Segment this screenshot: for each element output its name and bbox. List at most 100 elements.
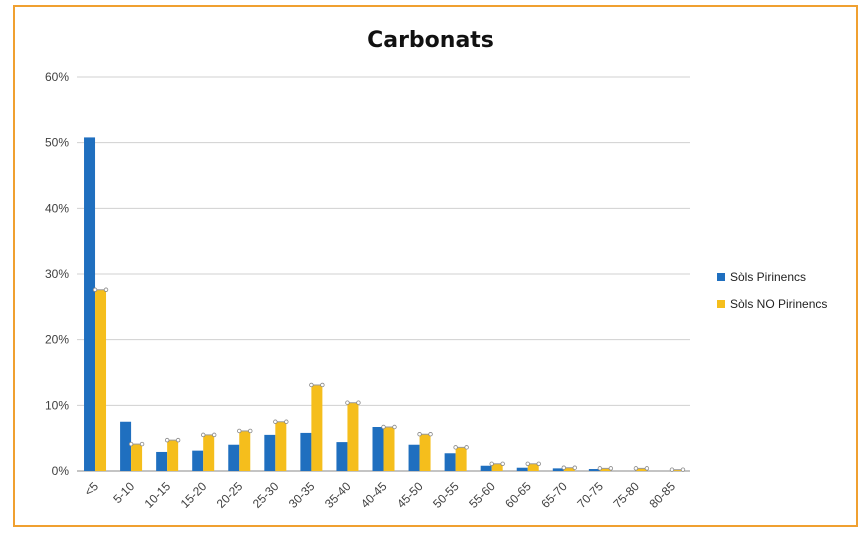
x-tick-label: 45-50 xyxy=(394,479,426,511)
x-tick-label: 70-75 xyxy=(574,479,606,511)
bar-cap-marker xyxy=(392,424,397,430)
y-tick-label: 20% xyxy=(45,333,69,347)
bar-no-pirinencs-11 xyxy=(491,463,503,471)
bar-cap-marker xyxy=(680,467,686,472)
bars xyxy=(84,137,686,472)
bar-no-pirinencs-10 xyxy=(455,447,467,471)
chart-frame xyxy=(13,5,858,527)
legend-swatch xyxy=(717,273,725,281)
bar-no-pirinencs-4 xyxy=(239,430,251,471)
bar-cap-marker xyxy=(103,287,109,292)
bar-cap-marker xyxy=(453,445,458,450)
bar-cap-marker xyxy=(201,432,206,438)
bar-cap-marker xyxy=(464,445,469,450)
bar-cap-marker xyxy=(139,441,145,447)
x-tick-label: <5 xyxy=(82,479,102,499)
bar-cap-marker xyxy=(500,461,505,466)
bar-pirinencs-9 xyxy=(408,444,420,471)
bar-no-pirinencs-12 xyxy=(527,463,539,471)
bar-cap-marker xyxy=(273,419,278,424)
bar-pirinencs-0 xyxy=(84,137,96,471)
bar-pirinencs-10 xyxy=(444,453,456,471)
bar-pirinencs-7 xyxy=(336,442,348,471)
bar-no-pirinencs-1 xyxy=(131,444,143,471)
bar-pirinencs-1 xyxy=(120,421,132,471)
bar-cap-marker xyxy=(572,465,577,470)
bar-cap-marker xyxy=(92,287,98,292)
legend-label: Sòls Pirinencs xyxy=(730,270,806,284)
legend-label: Sòls NO Pirinencs xyxy=(730,297,827,311)
bar-pirinencs-14 xyxy=(588,469,600,471)
bar-cap-marker xyxy=(669,467,675,472)
bar-pirinencs-4 xyxy=(228,444,240,471)
bar-cap-marker xyxy=(536,461,541,466)
bar-pirinencs-12 xyxy=(516,467,528,471)
x-tick-label: 40-45 xyxy=(358,479,390,511)
y-tick-label: 40% xyxy=(45,201,69,215)
x-tick-label: 55-60 xyxy=(466,479,498,511)
bar-cap-marker xyxy=(381,424,386,430)
x-tick-label: 50-55 xyxy=(430,479,462,511)
bar-pirinencs-11 xyxy=(480,465,492,471)
bar-cap-marker xyxy=(164,437,170,443)
x-tick-label: 80-85 xyxy=(646,479,678,511)
bar-no-pirinencs-7 xyxy=(347,402,359,471)
bar-pirinencs-2 xyxy=(156,451,168,471)
bar-pirinencs-3 xyxy=(192,450,204,471)
bar-pirinencs-6 xyxy=(300,432,312,471)
bar-cap-marker xyxy=(644,466,650,471)
bar-pirinencs-8 xyxy=(372,427,384,471)
bar-cap-marker xyxy=(320,382,325,388)
bar-cap-marker xyxy=(597,466,603,471)
bar-cap-marker xyxy=(237,428,242,434)
bar-cap-marker xyxy=(175,437,181,443)
bar-no-pirinencs-13 xyxy=(563,467,575,471)
bar-no-pirinencs-15 xyxy=(635,468,647,471)
x-tick-label: 25-30 xyxy=(250,479,282,511)
y-tick-label: 10% xyxy=(45,398,69,412)
bar-no-pirinencs-16 xyxy=(671,469,683,471)
bar-no-pirinencs-8 xyxy=(383,427,395,471)
bar-pirinencs-13 xyxy=(552,468,564,471)
x-tick-label: 75-80 xyxy=(610,479,642,511)
bar-cap-marker xyxy=(561,465,566,470)
bar-no-pirinencs-14 xyxy=(599,468,611,471)
y-tick-label: 50% xyxy=(45,136,69,150)
bar-cap-marker xyxy=(212,432,217,438)
bar-cap-marker xyxy=(128,441,134,447)
bar-cap-marker xyxy=(525,461,530,466)
bar-cap-marker xyxy=(345,400,350,405)
bar-cap-marker xyxy=(309,382,314,388)
bar-no-pirinencs-2 xyxy=(167,440,179,471)
x-tick-label: 35-40 xyxy=(322,479,354,511)
legend: Sòls Pirinencs Sòls NO Pirinencs xyxy=(717,270,827,311)
legend-swatch xyxy=(717,300,725,308)
chart-title: Carbonats xyxy=(367,28,494,53)
bar-no-pirinencs-6 xyxy=(311,384,323,471)
x-tick-label: 5-10 xyxy=(110,479,137,506)
bar-cap-marker xyxy=(489,461,494,466)
bar-no-pirinencs-9 xyxy=(419,434,431,471)
bar-cap-marker xyxy=(248,428,253,434)
y-axis-ticks: 0% 10% 20% 30% 40% 50% 60% xyxy=(45,70,69,478)
bar-no-pirinencs-3 xyxy=(203,434,215,471)
y-tick-label: 60% xyxy=(45,70,69,84)
x-tick-label: 10-15 xyxy=(142,479,174,511)
x-tick-label: 60-65 xyxy=(502,479,534,511)
bar-cap-marker xyxy=(356,400,361,405)
x-tick-label: 15-20 xyxy=(178,479,210,511)
bar-no-pirinencs-0 xyxy=(95,289,107,471)
x-axis-ticks: <5 5-10 10-15 15-20 20-25 25-30 30-35 35-40 40-4… xyxy=(82,479,679,511)
y-tick-label: 0% xyxy=(52,464,70,478)
bar-cap-marker xyxy=(633,466,639,471)
bar-no-pirinencs-5 xyxy=(275,421,287,471)
x-tick-label: 30-35 xyxy=(286,479,318,511)
gridlines xyxy=(77,76,690,472)
bar-cap-marker xyxy=(417,432,422,437)
bar-cap-marker xyxy=(428,432,433,437)
bar-pirinencs-5 xyxy=(264,434,276,471)
bar-cap-marker xyxy=(608,466,614,471)
x-tick-label: 20-25 xyxy=(214,479,246,511)
x-tick-label: 65-70 xyxy=(538,479,570,511)
